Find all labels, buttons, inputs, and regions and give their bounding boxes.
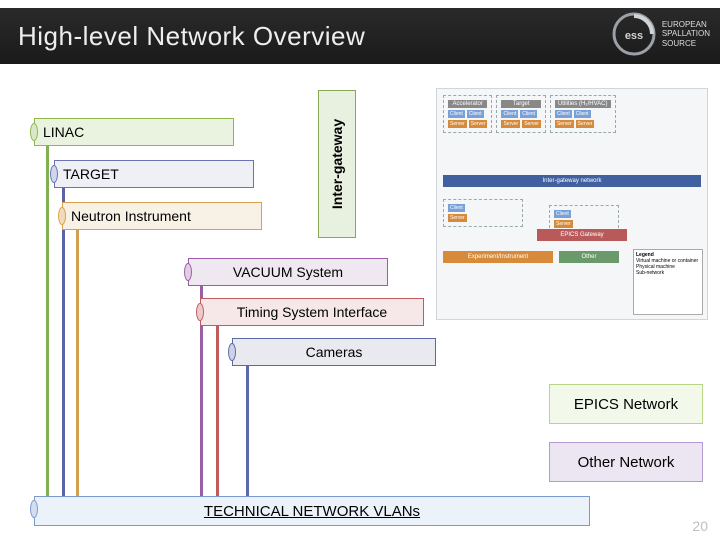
vlan-rail [246, 366, 249, 496]
vlan-rail [62, 188, 65, 496]
block-label: TECHNICAL NETWORK VLANs [204, 503, 420, 520]
thumb-group-title: Target [501, 100, 540, 108]
header-bar: High-level Network Overview ess EUROPEAN… [0, 8, 720, 64]
thumb-bridge-bar: EPICS Gateway [537, 229, 627, 241]
org-name-line: EUROPEAN [662, 20, 710, 30]
thumb-bottom-bar: Other [559, 251, 619, 263]
thumb-mid-bar: Inter-gateway network [443, 175, 701, 187]
page-title: High-level Network Overview [18, 21, 365, 52]
block-technical-vlans: TECHNICAL NETWORK VLANs [34, 496, 590, 526]
block-neutron: Neutron Instrument [62, 202, 262, 230]
block-label: Timing System Interface [237, 304, 387, 320]
legend-item: Sub-network [636, 270, 700, 276]
block-linac: LINAC [34, 118, 234, 146]
block-label: Neutron Instrument [71, 208, 191, 224]
org-brand: ess EUROPEAN SPALLATION SOURCE [612, 12, 710, 56]
org-name-line: SOURCE [662, 39, 710, 49]
vlan-rail [46, 146, 49, 496]
thumb-legend: Legend Virtual machine or container Phys… [633, 249, 703, 315]
block-pill [228, 343, 236, 361]
vlan-rail [216, 326, 219, 496]
thumb-group: Accelerator ClientClient ServerServer [443, 95, 492, 133]
block-pill [50, 165, 58, 183]
inter-gateway-box: Inter-gateway [318, 90, 356, 238]
block-pill [30, 123, 38, 141]
block-label: EPICS Network [574, 396, 678, 413]
block-other: Other Network [549, 442, 703, 482]
block-pill [184, 263, 192, 281]
block-timing: Timing System Interface [200, 298, 424, 326]
inter-gateway-label: Inter-gateway [329, 119, 345, 209]
block-pill [196, 303, 204, 321]
slide: High-level Network Overview ess EUROPEAN… [0, 0, 720, 540]
thumb-group: Utilities (H₂/HVAC) ClientClient ServerS… [550, 95, 616, 133]
block-vacuum: VACUUM System [188, 258, 388, 286]
block-pill [30, 500, 38, 518]
block-target: TARGET [54, 160, 254, 188]
thumb-group-title: Utilities (H₂/HVAC) [555, 100, 611, 108]
block-pill [58, 207, 66, 225]
block-label: Cameras [306, 344, 363, 360]
svg-text:ess: ess [625, 30, 643, 42]
thumb-group-title: Accelerator [448, 100, 487, 108]
block-label: Other Network [578, 454, 675, 471]
network-thumbnail: Accelerator ClientClient ServerServer Ta… [436, 88, 708, 320]
block-label: VACUUM System [233, 264, 343, 280]
block-epics: EPICS Network [549, 384, 703, 424]
org-name-line: SPALLATION [662, 29, 710, 39]
ess-logo-icon: ess [612, 12, 656, 56]
thumb-bottom-bar: Experiment/Instrument [443, 251, 553, 263]
block-label: LINAC [43, 124, 84, 140]
thumb-group: Client Server [443, 199, 523, 227]
block-label: TARGET [63, 166, 119, 182]
block-cameras: Cameras [232, 338, 436, 366]
org-name: EUROPEAN SPALLATION SOURCE [662, 20, 710, 49]
vlan-rail [76, 230, 79, 496]
page-number: 20 [692, 518, 708, 534]
thumb-group: Target ClientClient ServerServer [496, 95, 545, 133]
